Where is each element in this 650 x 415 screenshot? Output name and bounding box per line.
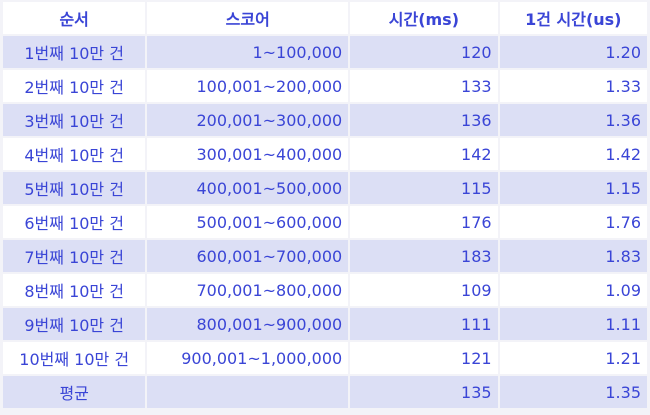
cell-order: 10번째 10만 건 xyxy=(3,342,146,374)
cell-score: 700,001~800,000 xyxy=(147,274,349,306)
cell-score: 500,001~600,000 xyxy=(147,206,349,238)
cell-order: 9번째 10만 건 xyxy=(3,308,146,340)
cell-per-item-us: 1.83 xyxy=(499,240,647,272)
cell-time-ms: 136 xyxy=(350,104,498,136)
cell-score: 400,001~500,000 xyxy=(147,172,349,204)
header-row: 순서 스코어 시간(ms) 1건 시간(us) xyxy=(3,2,647,34)
cell-time-ms: 176 xyxy=(350,206,498,238)
table-header: 순서 스코어 시간(ms) 1건 시간(us) xyxy=(3,2,647,34)
cell-time-ms: 115 xyxy=(350,172,498,204)
table-row: 3번째 10만 건 200,001~300,000 136 1.36 xyxy=(3,104,647,136)
cell-order: 6번째 10만 건 xyxy=(3,206,146,238)
header-per-item-us: 1건 시간(us) xyxy=(499,2,647,34)
table-body: 1번째 10만 건 1~100,000 120 1.20 2번째 10만 건 1… xyxy=(3,36,647,408)
cell-score: 600,001~700,000 xyxy=(147,240,349,272)
cell-order: 2번째 10만 건 xyxy=(3,70,146,102)
cell-order: 1번째 10만 건 xyxy=(3,36,146,68)
cell-per-item-us: 1.33 xyxy=(499,70,647,102)
table-row: 1번째 10만 건 1~100,000 120 1.20 xyxy=(3,36,647,68)
table-row: 10번째 10만 건 900,001~1,000,000 121 1.21 xyxy=(3,342,647,374)
cell-score: 900,001~1,000,000 xyxy=(147,342,349,374)
cell-order: 7번째 10만 건 xyxy=(3,240,146,272)
table-row: 2번째 10만 건 100,001~200,000 133 1.33 xyxy=(3,70,647,102)
cell-per-item-us: 1.11 xyxy=(499,308,647,340)
cell-score: 100,001~200,000 xyxy=(147,70,349,102)
cell-average-time-ms: 135 xyxy=(350,376,498,408)
cell-per-item-us: 1.20 xyxy=(499,36,647,68)
cell-per-item-us: 1.36 xyxy=(499,104,647,136)
cell-score: 800,001~900,000 xyxy=(147,308,349,340)
cell-score: 1~100,000 xyxy=(147,36,349,68)
cell-per-item-us: 1.42 xyxy=(499,138,647,170)
cell-time-ms: 120 xyxy=(350,36,498,68)
table-row: 5번째 10만 건 400,001~500,000 115 1.15 xyxy=(3,172,647,204)
cell-time-ms: 183 xyxy=(350,240,498,272)
cell-average-label: 평균 xyxy=(3,376,146,408)
cell-order: 8번째 10만 건 xyxy=(3,274,146,306)
cell-per-item-us: 1.15 xyxy=(499,172,647,204)
cell-average-per-item-us: 1.35 xyxy=(499,376,647,408)
table-row-average: 평균 135 1.35 xyxy=(3,376,647,408)
cell-score xyxy=(147,376,349,408)
table-row: 4번째 10만 건 300,001~400,000 142 1.42 xyxy=(3,138,647,170)
cell-order: 5번째 10만 건 xyxy=(3,172,146,204)
table-row: 6번째 10만 건 500,001~600,000 176 1.76 xyxy=(3,206,647,238)
cell-time-ms: 133 xyxy=(350,70,498,102)
cell-time-ms: 111 xyxy=(350,308,498,340)
cell-time-ms: 121 xyxy=(350,342,498,374)
cell-time-ms: 109 xyxy=(350,274,498,306)
table-row: 7번째 10만 건 600,001~700,000 183 1.83 xyxy=(3,240,647,272)
cell-per-item-us: 1.09 xyxy=(499,274,647,306)
table-row: 9번째 10만 건 800,001~900,000 111 1.11 xyxy=(3,308,647,340)
cell-time-ms: 142 xyxy=(350,138,498,170)
cell-order: 3번째 10만 건 xyxy=(3,104,146,136)
table-row: 8번째 10만 건 700,001~800,000 109 1.09 xyxy=(3,274,647,306)
cell-per-item-us: 1.21 xyxy=(499,342,647,374)
cell-score: 300,001~400,000 xyxy=(147,138,349,170)
cell-score: 200,001~300,000 xyxy=(147,104,349,136)
cell-order: 4번째 10만 건 xyxy=(3,138,146,170)
header-score: 스코어 xyxy=(147,2,349,34)
header-order: 순서 xyxy=(3,2,146,34)
cell-per-item-us: 1.76 xyxy=(499,206,647,238)
header-time-ms: 시간(ms) xyxy=(350,2,498,34)
